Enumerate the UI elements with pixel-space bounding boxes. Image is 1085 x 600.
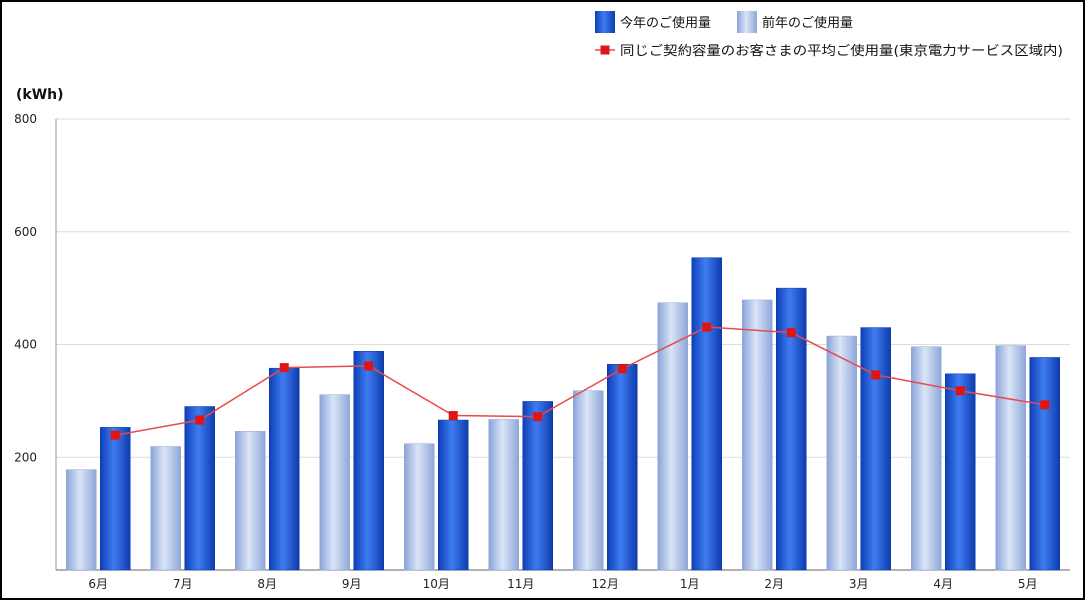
legend-swatch-previous-year — [737, 11, 757, 33]
bar-current-year — [438, 419, 469, 571]
x-tick-label: 4月 — [933, 577, 953, 591]
average-usage-point — [195, 415, 205, 425]
average-usage-point — [1040, 400, 1050, 410]
legend-marker-average — [600, 45, 610, 55]
bar-current-year — [860, 327, 891, 571]
x-tick-label: 1月 — [680, 577, 700, 591]
average-usage-point — [448, 411, 458, 421]
bar-current-year — [100, 427, 131, 571]
legend-label-current-year: 今年のご使用量 — [620, 15, 711, 31]
bar-current-year — [1029, 357, 1060, 571]
bar-current-year — [184, 406, 215, 571]
bar-previous-year — [150, 446, 181, 571]
grid-layer — [56, 118, 1070, 458]
bar-previous-year — [488, 419, 519, 571]
bar-previous-year — [235, 431, 266, 571]
bar-current-year — [269, 367, 300, 571]
average-usage-line — [115, 326, 1045, 437]
x-tick-label: 9月 — [342, 577, 362, 591]
y-tick-label: 800 — [14, 112, 37, 126]
legend-swatch-current-year — [595, 11, 615, 33]
bar-previous-year — [995, 345, 1026, 571]
x-tick-label: 3月 — [849, 577, 869, 591]
bar-previous-year — [911, 346, 942, 571]
average-usage-point — [617, 364, 627, 374]
legend-label-average: 同じご契約容量のお客さまの平均ご使用量(東京電力サービス区域内) — [620, 43, 1063, 59]
label-layer: 200 400 600 800 (kWh) 6月 7月 8月 9月 10月 11月 12月 1月 2月 3月… — [14, 87, 1037, 591]
y-tick-label: 400 — [14, 338, 37, 352]
x-tick-label: 2月 — [764, 577, 784, 591]
average-usage-point — [786, 328, 796, 338]
average-usage-point — [364, 361, 374, 371]
x-tick-label: 12月 — [592, 577, 619, 591]
legend: 今年のご使用量 前年のご使用量同じご契約容量のお客さまの平均ご使用量(東京電力サー… — [595, 11, 1063, 59]
bar-previous-year — [657, 302, 688, 571]
x-tick-label: 5月 — [1018, 577, 1038, 591]
x-tick-label: 7月 — [173, 577, 193, 591]
bar-current-year — [607, 363, 638, 571]
x-tick-label: 8月 — [257, 577, 277, 591]
bar-previous-year — [319, 394, 350, 571]
x-tick-label: 6月 — [88, 577, 108, 591]
bar-current-year — [522, 401, 553, 571]
y-tick-label: 600 — [14, 225, 37, 239]
average-usage-point — [702, 322, 712, 332]
bar-previous-year — [404, 443, 435, 571]
bar-current-year — [691, 257, 722, 571]
y-unit-label: (kWh) — [16, 87, 64, 103]
bar-layer — [66, 257, 1060, 571]
average-usage-point — [871, 370, 881, 380]
axis-layer — [55, 119, 1070, 571]
bar-previous-year — [66, 469, 97, 571]
bar-current-year — [945, 373, 976, 571]
y-tick-label: 200 — [14, 450, 37, 464]
bar-current-year — [353, 351, 384, 571]
average-usage-point — [955, 386, 965, 396]
average-usage-point — [533, 412, 543, 422]
legend-label-previous-year: 前年のご使用量 — [762, 15, 853, 31]
average-usage-point — [110, 430, 120, 440]
x-tick-label: 11月 — [507, 577, 534, 591]
bar-previous-year — [573, 390, 604, 571]
line-layer — [110, 322, 1050, 440]
bar-previous-year — [826, 335, 857, 571]
x-tick-label: 10月 — [423, 577, 450, 591]
average-usage-point — [279, 363, 289, 373]
bar-previous-year — [742, 299, 773, 571]
